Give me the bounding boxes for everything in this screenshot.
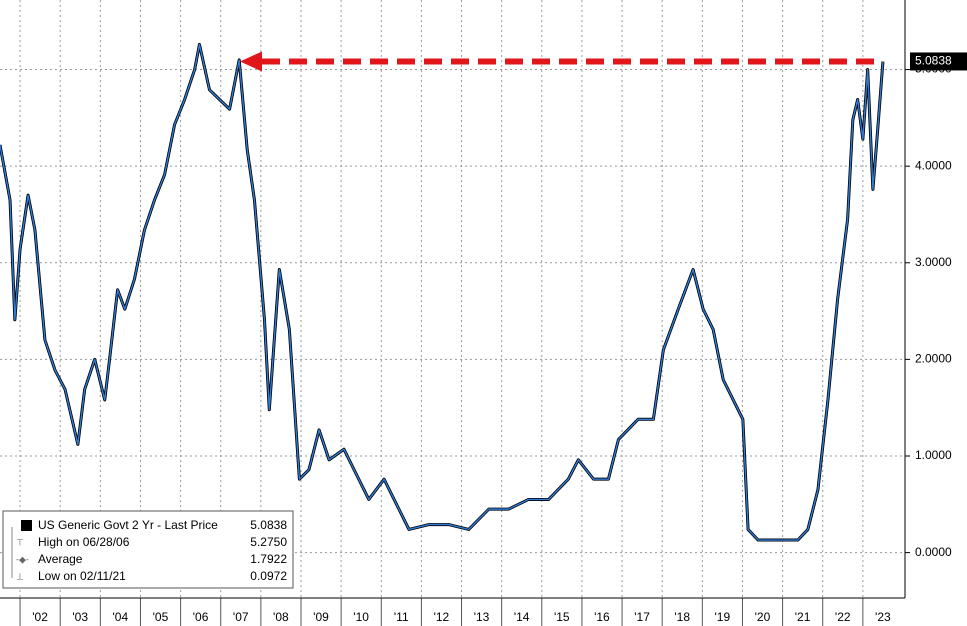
y-tick-label: 4.0000 (915, 158, 952, 172)
x-tick-label: '14 (514, 610, 530, 624)
x-tick-label: '18 (674, 610, 690, 624)
x-tick-label: '17 (634, 610, 650, 624)
x-tick-label: '09 (313, 610, 329, 624)
series-line-shadow (0, 42, 885, 542)
x-tick-label: '06 (193, 610, 209, 624)
last-price-tag (910, 52, 967, 71)
stat-value: 5.2750 (250, 535, 287, 549)
x-tick-label: '02 (32, 610, 48, 624)
x-tick-label: '11 (394, 610, 409, 624)
x-tick-label: '12 (434, 610, 450, 624)
x-tick-label: '10 (353, 610, 369, 624)
x-tick-label: '16 (594, 610, 610, 624)
x-tick-label: '22 (835, 610, 851, 624)
last-price-label: 5.0838 (915, 54, 952, 68)
stat-value: 1.7922 (250, 552, 287, 566)
arrow-head (240, 51, 262, 72)
x-tick-label: '13 (474, 610, 490, 624)
x-tick-label: '07 (233, 610, 249, 624)
x-tick-label: '20 (755, 610, 771, 624)
y-tick-label: 3.0000 (915, 255, 952, 269)
legend-box (2, 510, 294, 589)
x-tick-label: '04 (113, 610, 129, 624)
x-tick-label: '05 (153, 610, 169, 624)
legend: US Generic Govt 2 Yr - Last Price 5.0838 ⊤… (2, 510, 294, 589)
x-tick-label: '08 (273, 610, 289, 624)
stat-label: Low on 02/11/21 (38, 569, 126, 583)
x-tick-label: '23 (875, 610, 891, 624)
stat-label: Average (38, 552, 83, 566)
series-line (0, 43, 884, 541)
stat-value: 0.0972 (250, 569, 287, 583)
x-tick-label: '03 (72, 610, 88, 624)
y-tick-label: 2.0000 (915, 352, 952, 366)
x-tick-label: '19 (715, 610, 731, 624)
legend-icon: ⊤ (16, 537, 24, 547)
legend-swatch (21, 520, 32, 531)
y-tick-label: 1.0000 (915, 448, 952, 462)
y-tick-label: 0.0000 (915, 545, 952, 559)
x-tick-label: '15 (554, 610, 570, 624)
legend-label: US Generic Govt 2 Yr - Last Price (38, 518, 218, 532)
legend-value: 5.0838 (250, 518, 287, 532)
x-tick-label: '21 (795, 610, 811, 624)
legend-icon: -◆- (16, 554, 29, 564)
stat-label: High on 06/28/06 (38, 535, 130, 549)
legend-icon: ⊥ (16, 571, 24, 581)
